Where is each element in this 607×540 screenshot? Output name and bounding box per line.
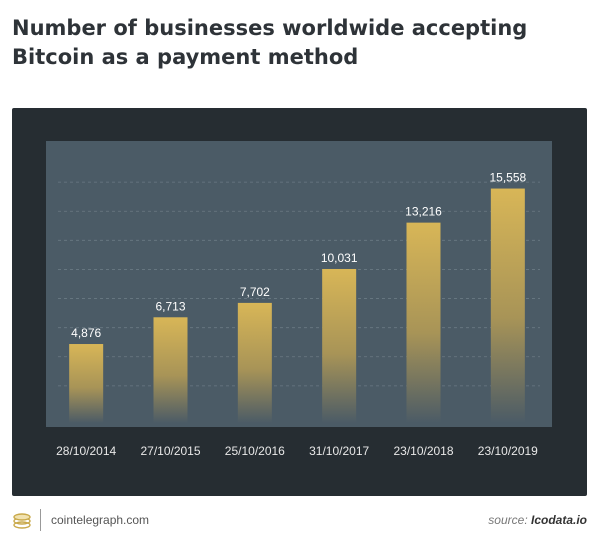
gridlines: [58, 181, 540, 387]
bar: [490, 188, 525, 423]
plot-area: [46, 141, 552, 427]
coin-stack-icon: [13, 513, 31, 529]
source-name: Icodata.io: [530, 513, 587, 527]
bar-chart: 4,876 6,713 7,702 10,031 13,216 15,558 28/10/…: [56, 171, 540, 458]
x-tick-label: 31/10/2017: [309, 444, 369, 458]
chart-title: Number of businesses worldwide accepting…: [12, 16, 528, 69]
chart-panel: 4,876 6,713 7,702 10,031 13,216 15,558 28/10/…: [12, 108, 587, 496]
footer-source: source: Icodata.io: [488, 513, 587, 527]
data-label: 7,702: [240, 285, 270, 299]
source-prefix: source:: [488, 513, 531, 527]
x-tick-label: 28/10/2014: [56, 444, 116, 458]
data-label: 15,558: [489, 171, 526, 185]
data-label: 10,031: [321, 251, 358, 265]
bar: [237, 302, 272, 423]
bar: [153, 317, 188, 423]
x-tick-label: 27/10/2015: [140, 444, 200, 458]
data-label: 13,216: [405, 205, 442, 219]
x-axis-labels: 28/10/2014 27/10/2015 25/10/2016 31/10/2017…: [56, 444, 538, 458]
bar: [406, 222, 441, 423]
x-tick-label: 23/10/2019: [478, 444, 538, 458]
footer-site-link[interactable]: cointelegraph.com: [51, 513, 150, 527]
data-label: 4,876: [71, 326, 101, 340]
data-label: 6,713: [155, 299, 185, 313]
x-tick-label: 25/10/2016: [225, 444, 285, 458]
data-labels: 4,876 6,713 7,702 10,031 13,216 15,558: [71, 171, 526, 340]
bar: [69, 344, 104, 423]
bars: [69, 188, 525, 423]
bar: [322, 268, 357, 423]
footer-separator: [40, 509, 41, 531]
x-tick-label: 23/10/2018: [393, 444, 453, 458]
